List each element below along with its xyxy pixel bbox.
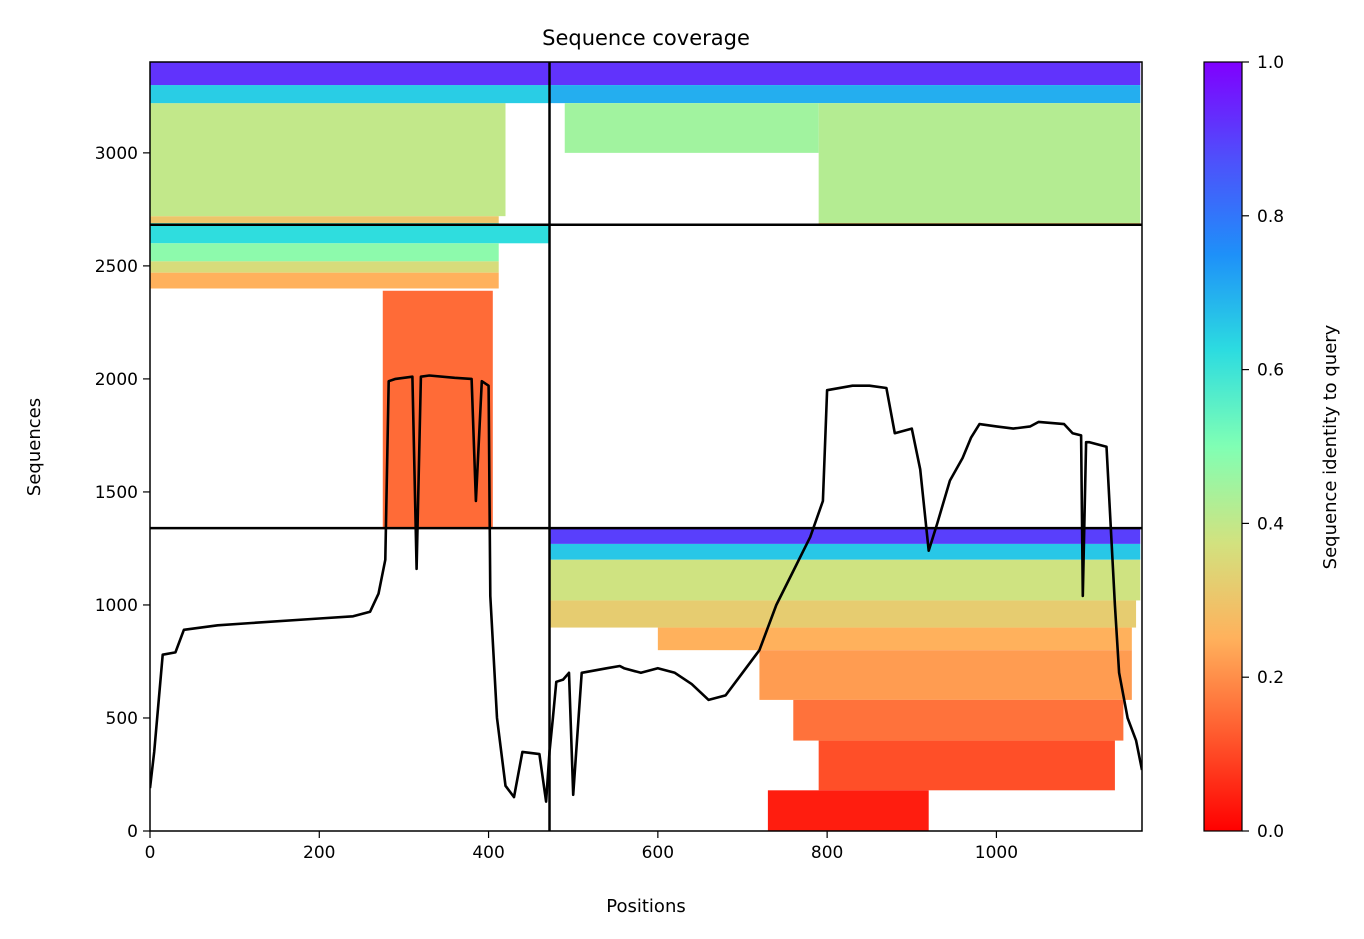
coverage-line-layer <box>150 374 1142 803</box>
y-tick-label: 3000 <box>95 144 138 164</box>
x-tick-label: 600 <box>642 843 674 863</box>
coverage-block <box>759 650 1132 700</box>
y-tick-label: 2500 <box>95 257 138 277</box>
chart-title: Sequence coverage <box>542 26 750 50</box>
coverage-block <box>549 543 1141 560</box>
y-tick-label: 500 <box>106 709 138 729</box>
y-tick-label: 1000 <box>95 596 138 616</box>
coverage-block <box>657 627 1132 651</box>
coverage-block <box>549 85 1141 104</box>
x-tick-label: 1000 <box>975 843 1018 863</box>
y-axis-label: Sequences <box>24 398 45 496</box>
x-tick-label: 200 <box>303 843 335 863</box>
coverage-block <box>150 85 550 104</box>
block-boundaries <box>150 62 1142 831</box>
coverage-block <box>150 272 499 289</box>
colorbar-label: Sequence identity to query <box>1320 324 1341 569</box>
x-tick-label: 0 <box>145 843 156 863</box>
colorbar-tick-label: 0.8 <box>1257 207 1284 227</box>
colorbar-tick-label: 1.0 <box>1257 53 1284 73</box>
coverage-block <box>564 103 819 153</box>
y-tick-label: 2000 <box>95 370 138 390</box>
coverage-heatmap <box>150 62 1141 831</box>
colorbar-tick-label: 0.4 <box>1257 514 1284 534</box>
y-axis-ticks: 0 500 1000 1500 2000 2500 3000 <box>95 144 150 842</box>
plot-frame <box>149 61 1143 832</box>
coverage-line <box>150 374 1142 803</box>
colorbar-tick-label: 0.2 <box>1257 668 1284 688</box>
coverage-block <box>818 103 1141 223</box>
x-tick-label: 400 <box>472 843 504 863</box>
coverage-block <box>793 699 1124 741</box>
coverage-block <box>767 790 929 831</box>
coverage-block <box>549 62 1141 86</box>
x-axis-label: Positions <box>606 896 685 917</box>
x-axis-ticks: 0 200 400 600 800 1000 <box>145 831 1018 863</box>
coverage-block <box>150 103 506 217</box>
coverage-block <box>549 559 1141 601</box>
coverage-block <box>150 62 550 86</box>
coverage-block <box>150 261 499 273</box>
colorbar-ticks: 0.0 0.2 0.4 0.6 0.8 1.0 <box>1242 53 1284 842</box>
colorbar-tick-label: 0.6 <box>1257 361 1284 381</box>
coverage-block <box>818 740 1115 791</box>
colorbar-tick-label: 0.0 <box>1257 822 1284 842</box>
y-tick-label: 0 <box>127 822 138 842</box>
coverage-block <box>150 216 499 223</box>
colorbar <box>1203 61 1243 832</box>
coverage-block <box>549 528 1141 544</box>
coverage-block <box>150 243 499 262</box>
x-tick-label: 800 <box>811 843 843 863</box>
y-tick-label: 1500 <box>95 483 138 503</box>
coverage-block <box>549 600 1137 628</box>
coverage-block <box>150 224 550 244</box>
